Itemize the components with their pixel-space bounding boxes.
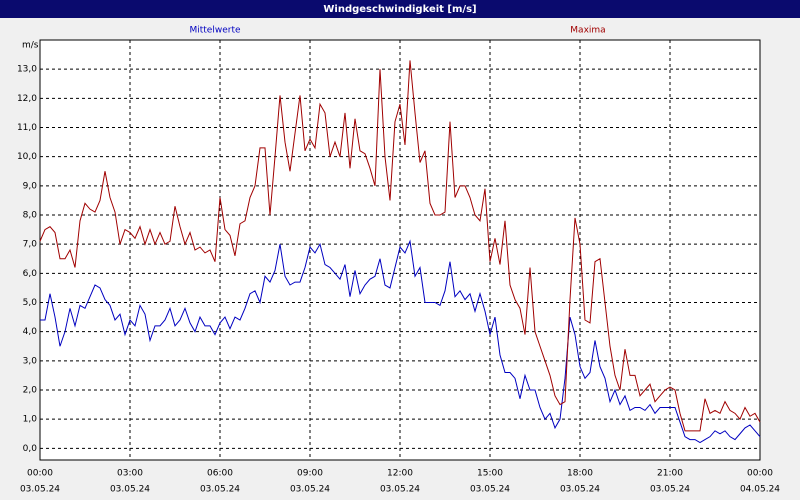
x-tick-label: 00:00 xyxy=(27,469,53,479)
y-tick-label: 11,0 xyxy=(17,123,37,133)
y-axis-label: m/s xyxy=(22,41,39,51)
y-tick-label: 6,0 xyxy=(23,269,38,279)
x-tick-label: 09:00 xyxy=(297,469,323,479)
x-tick-label: 03:00 xyxy=(117,469,143,479)
y-tick-label: 5,0 xyxy=(23,298,38,308)
y-tick-label: 0,0 xyxy=(23,444,38,454)
x-tick-date: 03.05.24 xyxy=(110,485,150,495)
y-tick-label: 8,0 xyxy=(23,211,38,221)
x-tick-date: 04.05.24 xyxy=(740,485,780,495)
data-line xyxy=(39,60,761,432)
y-tick-label: 13,0 xyxy=(17,65,37,75)
x-tick-label: 00:00 xyxy=(747,469,773,479)
y-tick-label: 9,0 xyxy=(23,181,38,191)
y-tick-label: 10,0 xyxy=(17,152,37,162)
y-tick-label: 3,0 xyxy=(23,356,38,366)
legend-label: Mittelwerte xyxy=(189,26,240,36)
x-tick-date: 03.05.24 xyxy=(20,485,60,495)
data-line xyxy=(40,239,761,444)
x-tick-date: 03.05.24 xyxy=(650,485,690,495)
x-tick-label: 12:00 xyxy=(387,469,413,479)
y-tick-label: 2,0 xyxy=(23,386,38,396)
x-tick-label: 18:00 xyxy=(567,469,593,479)
x-tick-date: 03.05.24 xyxy=(290,485,330,495)
y-tick-label: 7,0 xyxy=(23,240,38,250)
x-tick-date: 03.05.24 xyxy=(560,485,600,495)
chart-title: Windgeschwindigkeit [m/s] xyxy=(323,4,476,15)
x-tick-date: 03.05.24 xyxy=(380,485,420,495)
title-bar xyxy=(0,0,800,18)
x-tick-date: 03.05.24 xyxy=(200,485,240,495)
x-tick-date: 03.05.24 xyxy=(470,485,510,495)
x-tick-label: 06:00 xyxy=(207,469,233,479)
y-tick-label: 4,0 xyxy=(23,327,38,337)
y-tick-label: 12,0 xyxy=(17,94,37,104)
legend-label: Maxima xyxy=(570,26,605,36)
y-tick-label: 1,0 xyxy=(23,415,38,425)
x-tick-label: 15:00 xyxy=(477,469,503,479)
x-tick-label: 21:00 xyxy=(657,469,683,479)
